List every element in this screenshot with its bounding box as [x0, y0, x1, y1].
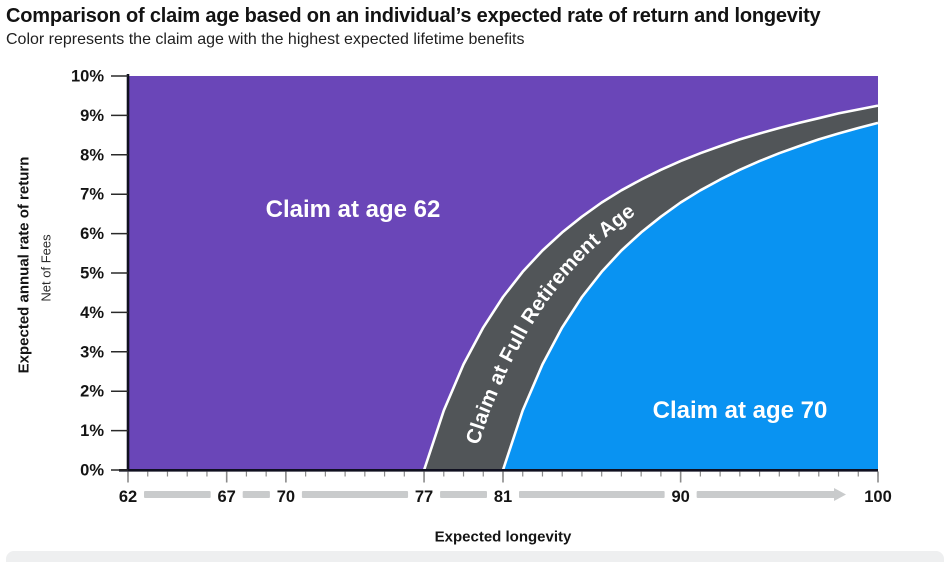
- boundary-fra-claim70: [501, 121, 879, 470]
- x-tick-label: 100: [864, 488, 892, 506]
- y-tick-label: 7%: [80, 186, 104, 204]
- region-label-claim-62: Claim at age 62: [265, 196, 441, 223]
- x-axis-connector: [440, 491, 487, 498]
- region-claim-70: [503, 122, 878, 470]
- x-axis-connector: [144, 491, 211, 498]
- y-tick-label: 6%: [80, 225, 104, 243]
- x-axis-title: Expected longevity: [434, 528, 572, 546]
- x-tick-label: 67: [218, 488, 236, 506]
- y-tick-label: 3%: [80, 343, 104, 361]
- y-tick-label: 2%: [80, 383, 104, 401]
- x-axis-connector: [242, 491, 270, 498]
- x-tick-label: 70: [277, 488, 295, 506]
- y-tick-label: 1%: [80, 422, 104, 440]
- region-claim-fra: [424, 105, 878, 470]
- chart-regions: [128, 76, 879, 470]
- x-axis-connector: [301, 491, 409, 498]
- region-label-claim-70: Claim at age 70: [652, 397, 828, 424]
- y-tick-label: 5%: [80, 265, 104, 283]
- x-tick-label: 77: [415, 488, 433, 506]
- page-subtitle: Color represents the claim age with the …: [6, 31, 525, 48]
- y-tick-label: 8%: [80, 146, 104, 164]
- x-axis-connector: [696, 491, 835, 498]
- x-tick-label: 62: [119, 488, 137, 506]
- boundary-claim62-fra: [422, 104, 879, 470]
- x-axis-connector: [519, 491, 665, 498]
- y-axis-title: Expected annual rate of return: [15, 156, 33, 374]
- y-tick-label: 0%: [80, 462, 104, 480]
- y-axis-note: Net of Fees: [38, 234, 54, 302]
- y-tick-label: 10%: [71, 68, 104, 86]
- x-tick-label: 90: [671, 488, 689, 506]
- y-tick-label: 4%: [80, 304, 104, 322]
- y-tick-label: 9%: [80, 107, 104, 125]
- page-title: Comparison of claim age based on an indi…: [6, 5, 821, 27]
- x-tick-label: 81: [494, 488, 512, 506]
- footer-divider: [6, 551, 944, 562]
- x-axis-arrow-icon: [834, 488, 846, 501]
